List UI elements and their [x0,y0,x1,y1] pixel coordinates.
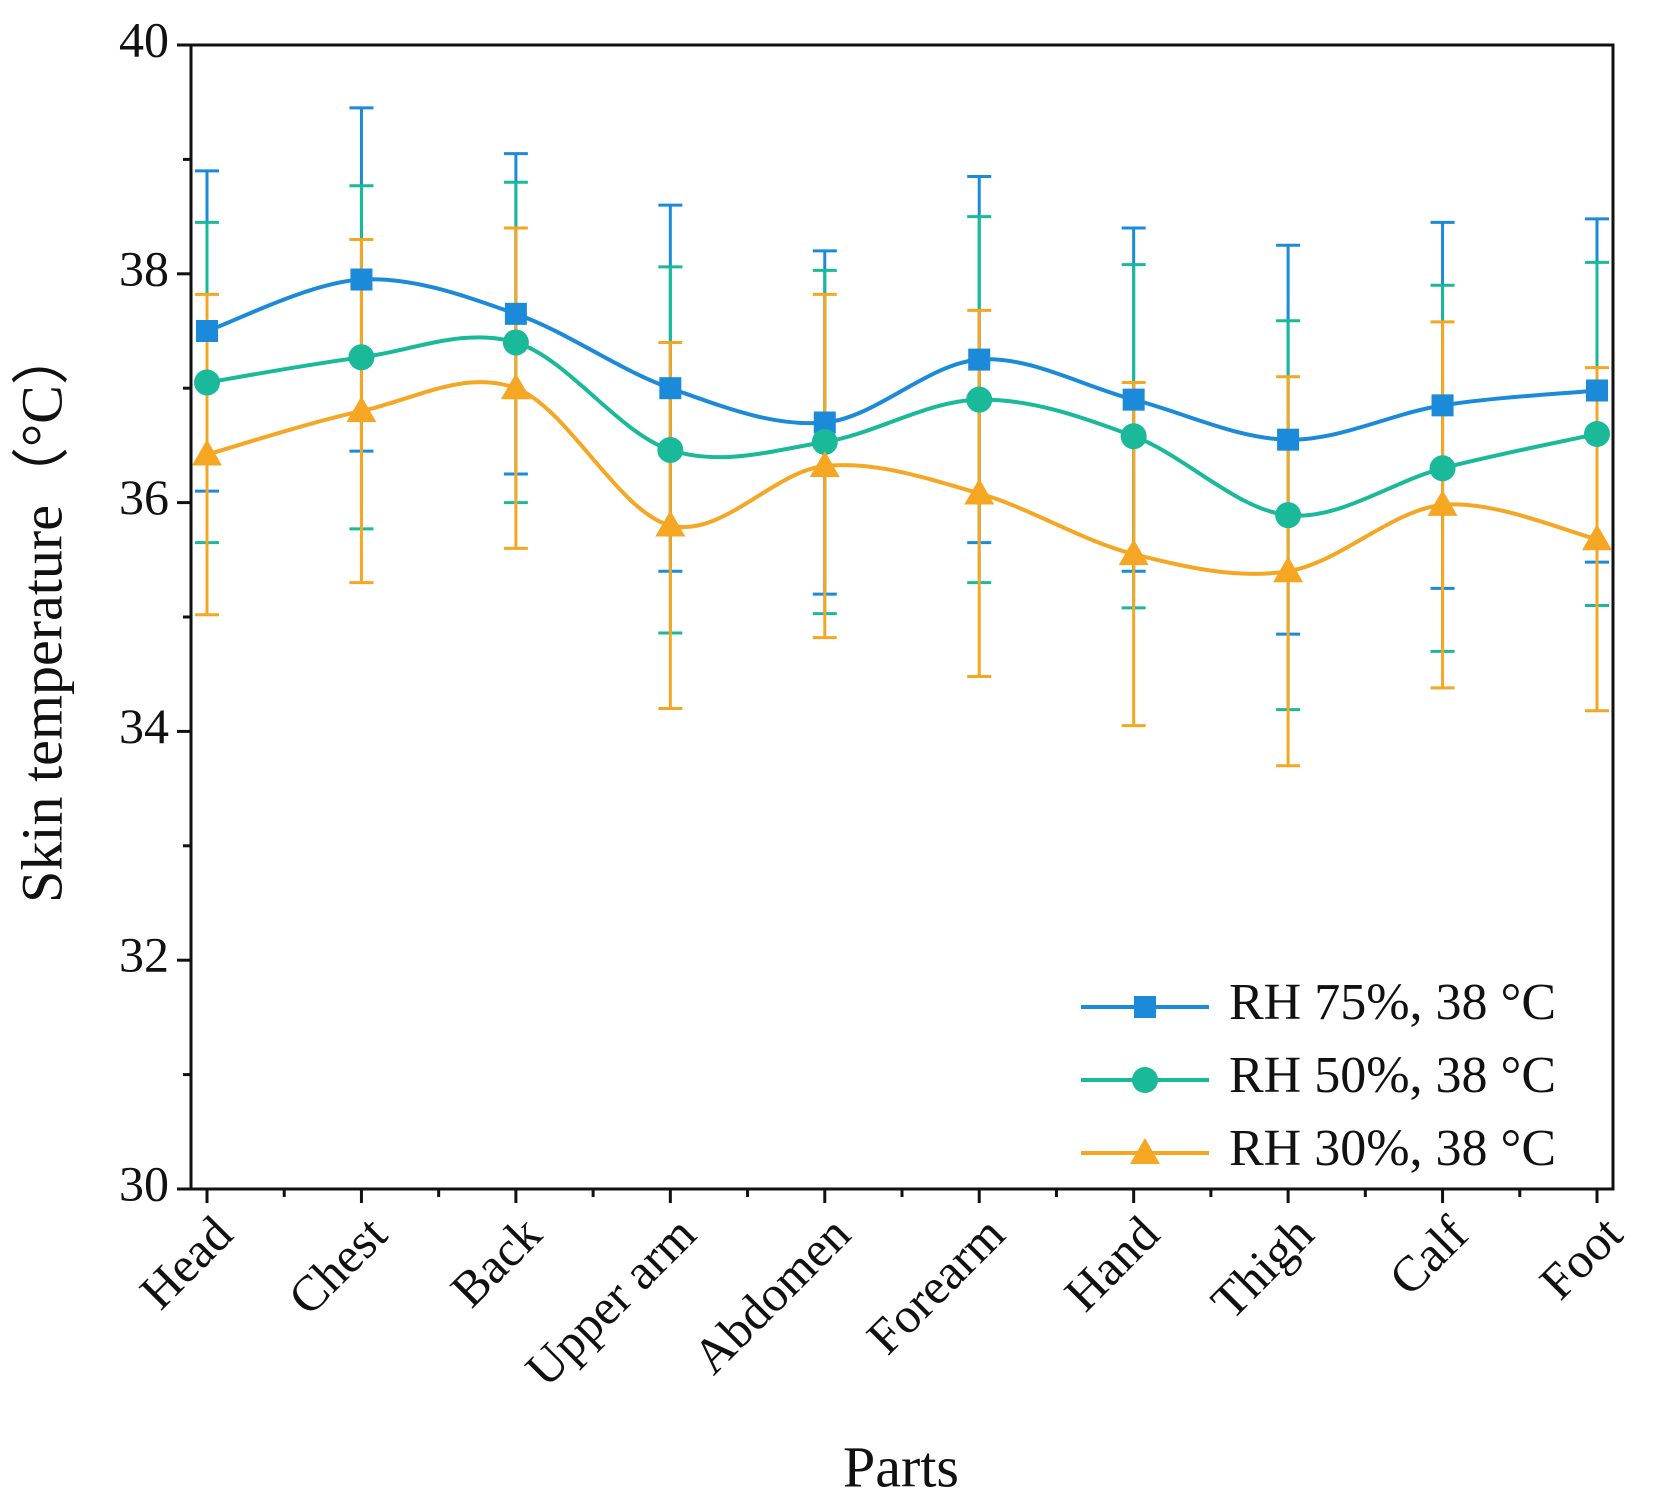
data-point [1273,556,1304,583]
data-point [502,329,529,356]
x-tick-label: Abdomen [682,1205,861,1384]
data-point [1584,420,1610,447]
data-point [500,373,531,400]
data-point [1427,489,1458,516]
data-point [1429,455,1456,482]
y-tick-label: 36 [119,469,169,525]
x-tick-label: Head [129,1205,243,1319]
data-point [1118,539,1149,566]
data-point [1120,423,1147,450]
data-point [813,411,836,434]
y-tick-label: 38 [119,240,169,296]
data-point [1431,394,1454,417]
data-point [1586,379,1608,402]
data-point [348,344,375,371]
data-point [968,348,991,371]
data-point [350,268,373,291]
x-tick-label: Forearm [856,1205,1015,1364]
data-point [192,439,222,466]
x-axis-title: Parts [843,1434,959,1499]
x-tick-label: Chest [277,1205,397,1325]
data-point [1122,388,1145,411]
x-tick-label: Thigh [1200,1205,1324,1329]
data-point [1277,428,1300,451]
data-point [809,450,840,477]
x-tick-label: Back [440,1205,552,1317]
legend-marker [1132,1067,1158,1093]
x-tick-label: Calf [1378,1205,1479,1306]
x-tick-label: Hand [1053,1205,1169,1321]
data-point [504,302,527,325]
data-point [346,396,377,423]
series-line [206,335,1598,518]
legend-marker [1134,996,1156,1018]
legend-label: RH 75%, 38 °C [1229,974,1556,1031]
y-tick-label: 32 [119,927,169,983]
data-point [655,510,686,537]
y-tick-label: 30 [119,1155,169,1211]
data-point [1582,524,1612,551]
data-point [964,478,995,505]
x-tick-label: Foot [1528,1205,1633,1310]
data-point [966,386,993,413]
legend-label: RH 30%, 38 °C [1229,1120,1556,1177]
y-tick-label: 40 [119,11,169,67]
series-line [206,380,1598,576]
x-tick-label: Upper arm [514,1205,706,1397]
data-point [196,320,218,342]
data-point [811,428,838,455]
y-tick-label: 34 [119,698,169,754]
data-point [659,377,682,400]
series-line [206,277,1598,442]
data-point [657,436,684,463]
data-point [194,369,220,396]
data-point [1275,502,1302,529]
legend-label: RH 50%, 38 °C [1229,1047,1556,1104]
y-axis-title: Skin temperature（°C） [9,327,74,903]
legend-marker [1130,1138,1160,1164]
